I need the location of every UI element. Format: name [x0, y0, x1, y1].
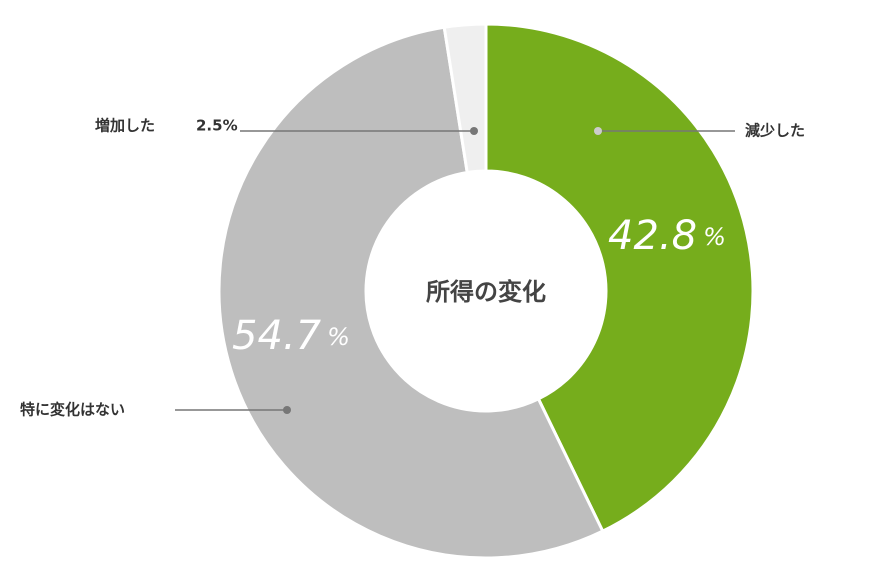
- slice: [442, 22, 488, 175]
- category-label: 増加した: [95, 117, 155, 135]
- leader-dot: [470, 127, 478, 135]
- leader-dot: [594, 127, 602, 135]
- category-label: 特に変化はない: [20, 401, 125, 419]
- slices: [217, 22, 755, 560]
- leader-dot: [283, 406, 291, 414]
- value-label: 42.8%: [608, 213, 726, 259]
- value-label: 2.5%: [196, 117, 238, 135]
- category-label: 減少した: [745, 122, 805, 140]
- chart-title: 所得の変化: [426, 278, 546, 306]
- slice: [484, 22, 755, 534]
- value-label: 54.7%: [232, 313, 350, 359]
- slice: [217, 25, 605, 560]
